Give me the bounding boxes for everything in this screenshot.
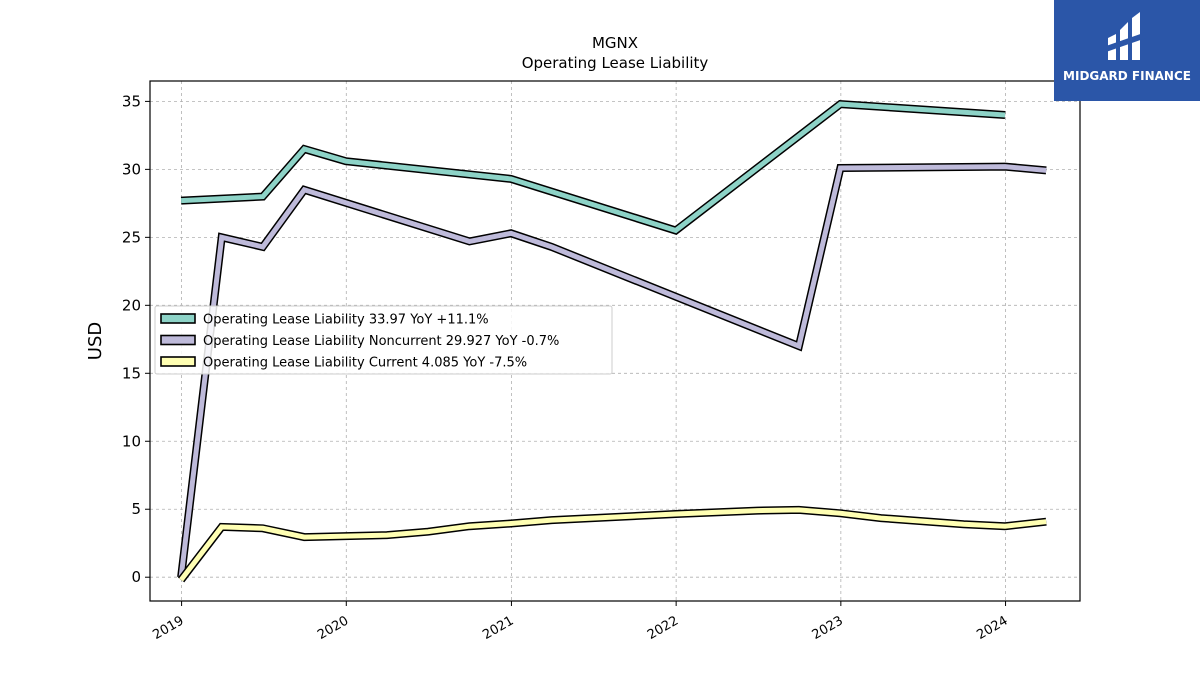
legend: Operating Lease Liability 33.97 YoY +11.… [154,305,613,375]
x-tick-label: 2024 [974,613,1010,643]
y-tick-label: 25 [122,228,141,246]
x-tick-label: 2019 [150,613,186,643]
x-tick-label: 2023 [810,613,846,643]
legend-label: Operating Lease Liability 33.97 YoY +11.… [203,313,489,328]
y-ticks: 0 5 10 15 20 25 30 35 [122,92,150,586]
midgard-logo-icon [1106,12,1146,60]
y-tick-label: 20 [122,296,141,314]
plot-frame [149,80,1081,602]
legend-swatch [160,313,196,324]
legend-label: Operating Lease Liability Noncurrent 29.… [203,334,559,349]
y-axis-label: USD [85,322,106,360]
series-2 [177,505,1047,583]
chart-title: MGNX [592,34,638,52]
legend-label: Operating Lease Liability Current 4.085 … [203,356,527,371]
legend-swatch [160,356,196,367]
legend-box [154,305,613,375]
brand-name: MIDGARD FINANCE [1063,69,1191,83]
series-1 [177,162,1047,578]
y-tick-label: 5 [131,500,141,518]
series-layer [177,100,1047,583]
brand-logo: MIDGARD FINANCE [1054,0,1200,101]
y-tick-label: 10 [122,432,141,450]
legend-swatch [160,334,196,346]
x-tick-label: 2021 [480,613,516,643]
chart-subtitle: Operating Lease Liability [522,54,709,72]
y-tick-label: 0 [131,568,141,586]
series-line [178,164,1047,578]
x-tick-label: 2020 [315,613,351,643]
x-ticks: 2019 2020 2021 2022 2023 2024 [150,601,1011,643]
x-tick-label: 2022 [645,613,681,643]
y-tick-label: 15 [122,364,141,382]
y-tick-label: 30 [122,160,141,178]
y-tick-label: 35 [122,92,141,110]
series-line [180,101,1006,234]
series-0 [180,100,1006,235]
series-line [179,507,1047,582]
